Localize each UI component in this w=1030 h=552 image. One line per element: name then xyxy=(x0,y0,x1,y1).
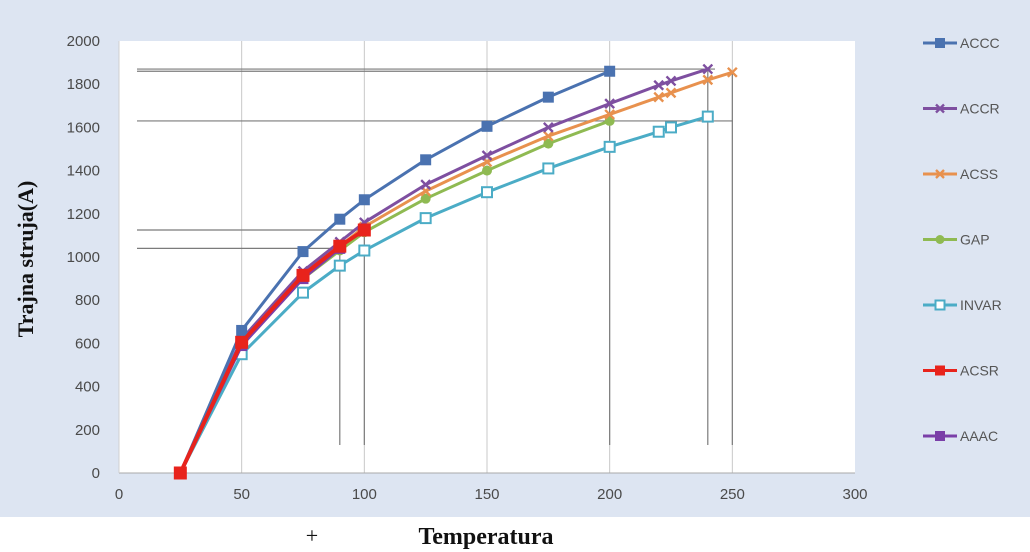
legend-accr-point xyxy=(935,103,945,114)
legend-item-accc: ACCC xyxy=(923,35,1000,51)
legend-label: GAP xyxy=(960,232,990,248)
accr-point xyxy=(653,79,665,91)
accc-point xyxy=(481,120,493,132)
accc-point xyxy=(420,154,432,166)
acss-point xyxy=(665,87,677,99)
legend-aaac-point xyxy=(935,431,945,441)
invar-point xyxy=(297,286,309,299)
y-tick-label: 200 xyxy=(75,422,100,439)
legend-label: ACSR xyxy=(960,363,999,379)
accc-point xyxy=(542,91,554,103)
invar-point xyxy=(603,140,616,153)
accc-point xyxy=(334,213,346,225)
acss-point xyxy=(653,91,665,103)
gap-point xyxy=(420,193,431,204)
x-tick-label: 250 xyxy=(720,486,745,503)
y-tick-label: 1600 xyxy=(67,119,100,136)
legend-label: INVAR xyxy=(960,297,1002,313)
acsr-point xyxy=(235,335,249,349)
y-tick-label: 1000 xyxy=(67,249,100,266)
accc-point xyxy=(236,324,248,336)
y-tick-label: 400 xyxy=(75,379,100,396)
y-tick-label: 1400 xyxy=(67,163,100,180)
invar-point xyxy=(419,212,432,225)
x-tick-label: 300 xyxy=(842,486,867,503)
series-layer xyxy=(173,63,738,480)
y-tick-label: 1800 xyxy=(67,76,100,93)
accr-point xyxy=(481,150,493,161)
acss-point xyxy=(702,74,714,86)
legend-label: ACSS xyxy=(960,166,998,182)
legend-accc-point xyxy=(935,38,945,48)
y-tick-label: 600 xyxy=(75,335,100,352)
acsr-point xyxy=(333,239,347,253)
accr-point xyxy=(702,63,714,75)
x-axis-prefix: + xyxy=(306,523,318,548)
y-axis-title: Trajna struja(A) xyxy=(13,181,38,338)
acss-point xyxy=(604,109,616,120)
reference-lines xyxy=(137,68,733,445)
legend-label: ACCC xyxy=(960,35,1000,51)
legend-acss-point xyxy=(935,169,945,179)
accr-point xyxy=(604,98,616,109)
series-acsr xyxy=(173,223,371,480)
acss-point xyxy=(542,130,554,142)
legend-item-acsr: ACSR xyxy=(923,363,999,379)
legend-label: AAAC xyxy=(960,428,998,444)
x-tick-label: 50 xyxy=(233,486,250,503)
legend-item-accr: ACCR xyxy=(923,101,1000,117)
legend-item-invar: INVAR xyxy=(923,297,1002,313)
axes: 0 50 100 150 200 250 300 0 200 400 600 800 1000 1200 1… xyxy=(67,33,868,503)
y-tick-label: 1200 xyxy=(67,206,100,223)
legend-invar-point xyxy=(934,299,946,311)
accr-point xyxy=(420,179,432,190)
accc-point xyxy=(604,65,616,77)
x-tick-label: 150 xyxy=(474,486,499,503)
accr-point xyxy=(665,75,677,87)
invar-point xyxy=(333,259,346,272)
acsr-point xyxy=(296,268,310,282)
accc-point xyxy=(358,194,370,206)
legend-label: ACCR xyxy=(960,101,1000,117)
legend-item-aaac: AAAC xyxy=(923,428,998,444)
gap-point xyxy=(482,165,492,176)
legend-item-acss: ACSS xyxy=(923,166,998,182)
acss-point xyxy=(726,66,738,78)
y-tick-label: 800 xyxy=(75,292,100,309)
accr-point xyxy=(542,122,554,133)
invar-point xyxy=(481,186,493,199)
x-tick-label: 100 xyxy=(352,486,377,503)
legend-item-gap: GAP xyxy=(923,232,990,248)
invar-point xyxy=(701,110,714,123)
series-invar xyxy=(174,110,714,479)
x-tick-label: 200 xyxy=(597,486,622,503)
invar-point xyxy=(652,125,665,138)
invar-point xyxy=(358,244,371,257)
gap-point xyxy=(543,138,554,149)
legend-gap-point xyxy=(935,235,945,244)
invar-point xyxy=(542,162,555,175)
x-tick-label: 0 xyxy=(115,486,123,503)
y-tick-label: 2000 xyxy=(67,33,100,50)
y-tick-label: 0 xyxy=(92,465,100,482)
legend-acsr-point xyxy=(935,365,945,376)
acsr-point xyxy=(357,223,371,237)
invar-point xyxy=(665,121,677,134)
acsr-point xyxy=(173,466,187,480)
accc-point xyxy=(297,246,309,258)
legend: ACCC ACCR ACSS GAP INVAR ACSR AAAC xyxy=(923,35,1002,444)
x-axis-title: Temperatura xyxy=(418,524,553,550)
